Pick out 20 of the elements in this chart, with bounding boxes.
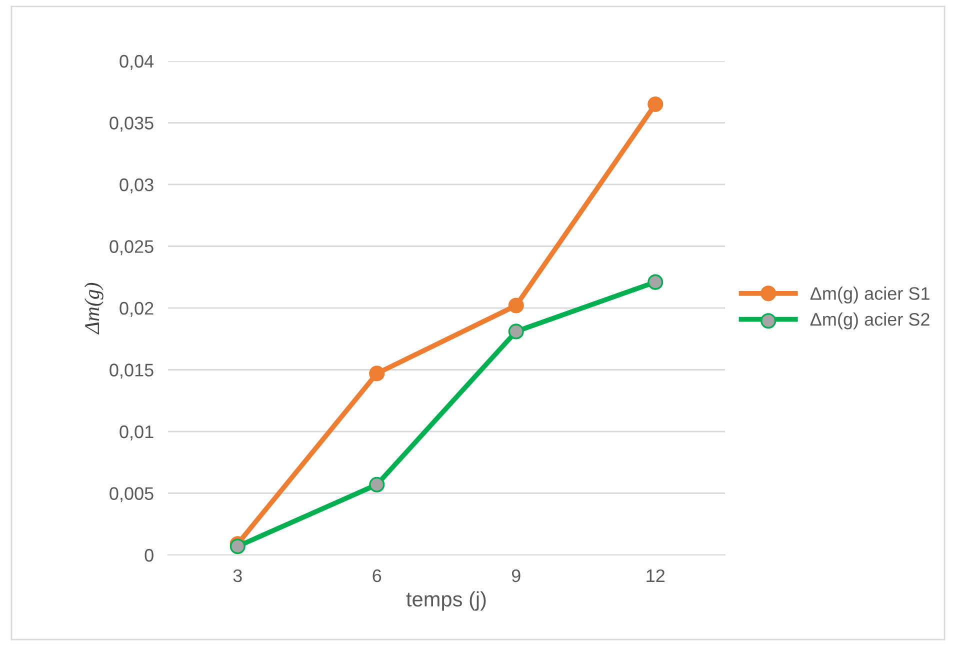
legend-label: Δm(g) acier S1 xyxy=(810,286,930,304)
y-tick-label: 0,035 xyxy=(110,116,154,132)
point xyxy=(369,366,385,382)
x-axis-title: temps (j) xyxy=(406,591,486,611)
y-tick-label: 0,03 xyxy=(120,178,154,194)
y-tick-label: 0,005 xyxy=(110,487,154,502)
x-tick-label: 3 xyxy=(233,569,242,582)
y-tick-label: 0,02 xyxy=(120,302,154,317)
point xyxy=(648,96,664,112)
y-tick-label: 0,025 xyxy=(110,240,154,256)
y-axis-title: Δm(g) xyxy=(84,282,104,334)
point xyxy=(508,298,524,314)
y-tick-label: 0,04 xyxy=(120,54,154,70)
y-tick-label: 0 xyxy=(144,548,154,562)
x-tick-label: 6 xyxy=(372,569,382,582)
y-tick-label: 0,01 xyxy=(120,425,154,440)
x-tick-label: 9 xyxy=(512,569,520,582)
y-tick-label: 0,015 xyxy=(110,364,154,379)
legend-label: Δm(g) acier S2 xyxy=(810,312,930,330)
x-tick-label: 12 xyxy=(646,569,665,582)
